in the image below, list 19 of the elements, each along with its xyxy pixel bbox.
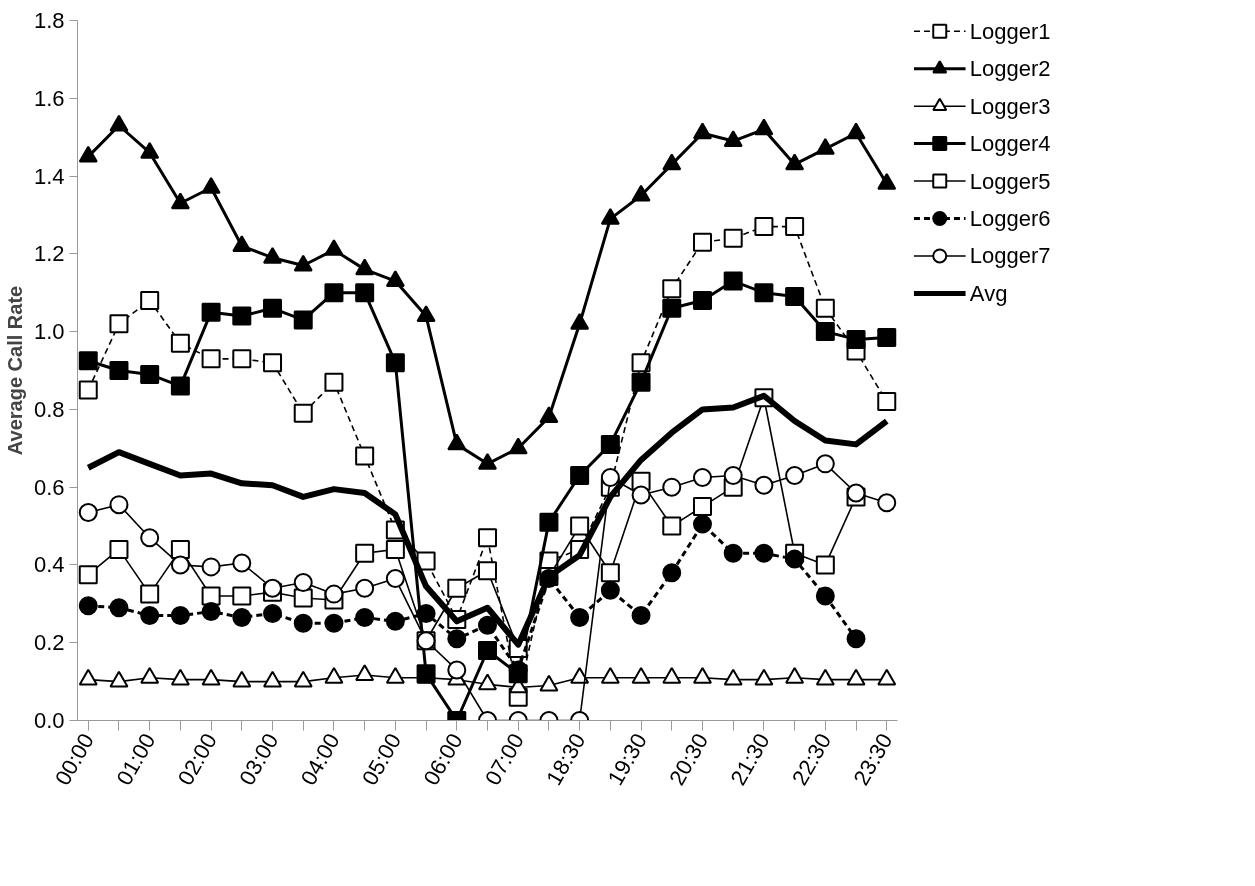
legend-label: Logger2 — [969, 56, 1051, 82]
legend-label: Logger6 — [969, 206, 1051, 231]
y-tick-label: 0.4 — [33, 552, 65, 578]
y-tick-label: 0.6 — [33, 474, 65, 500]
y-tick-label: 1.6 — [33, 85, 65, 111]
legend-label: Avg — [969, 280, 1008, 306]
legend-label: Logger7 — [969, 243, 1051, 269]
y-tick-label: 1.8 — [33, 8, 65, 33]
y-tick-label: 0.0 — [33, 708, 65, 733]
y-tick-label: 1.4 — [33, 163, 65, 189]
legend-label: Logger3 — [969, 93, 1051, 119]
legend-label: Logger4 — [969, 131, 1051, 157]
y-tick-label: 0.8 — [33, 396, 65, 422]
y-tick-label: 1.0 — [33, 319, 65, 345]
legend-label: Logger5 — [969, 168, 1051, 194]
y-axis-title: Average Call Rate — [3, 285, 26, 456]
legend-label: Logger1 — [969, 18, 1051, 44]
y-tick-label: 1.2 — [33, 241, 65, 267]
y-tick-label: 0.2 — [33, 630, 65, 656]
